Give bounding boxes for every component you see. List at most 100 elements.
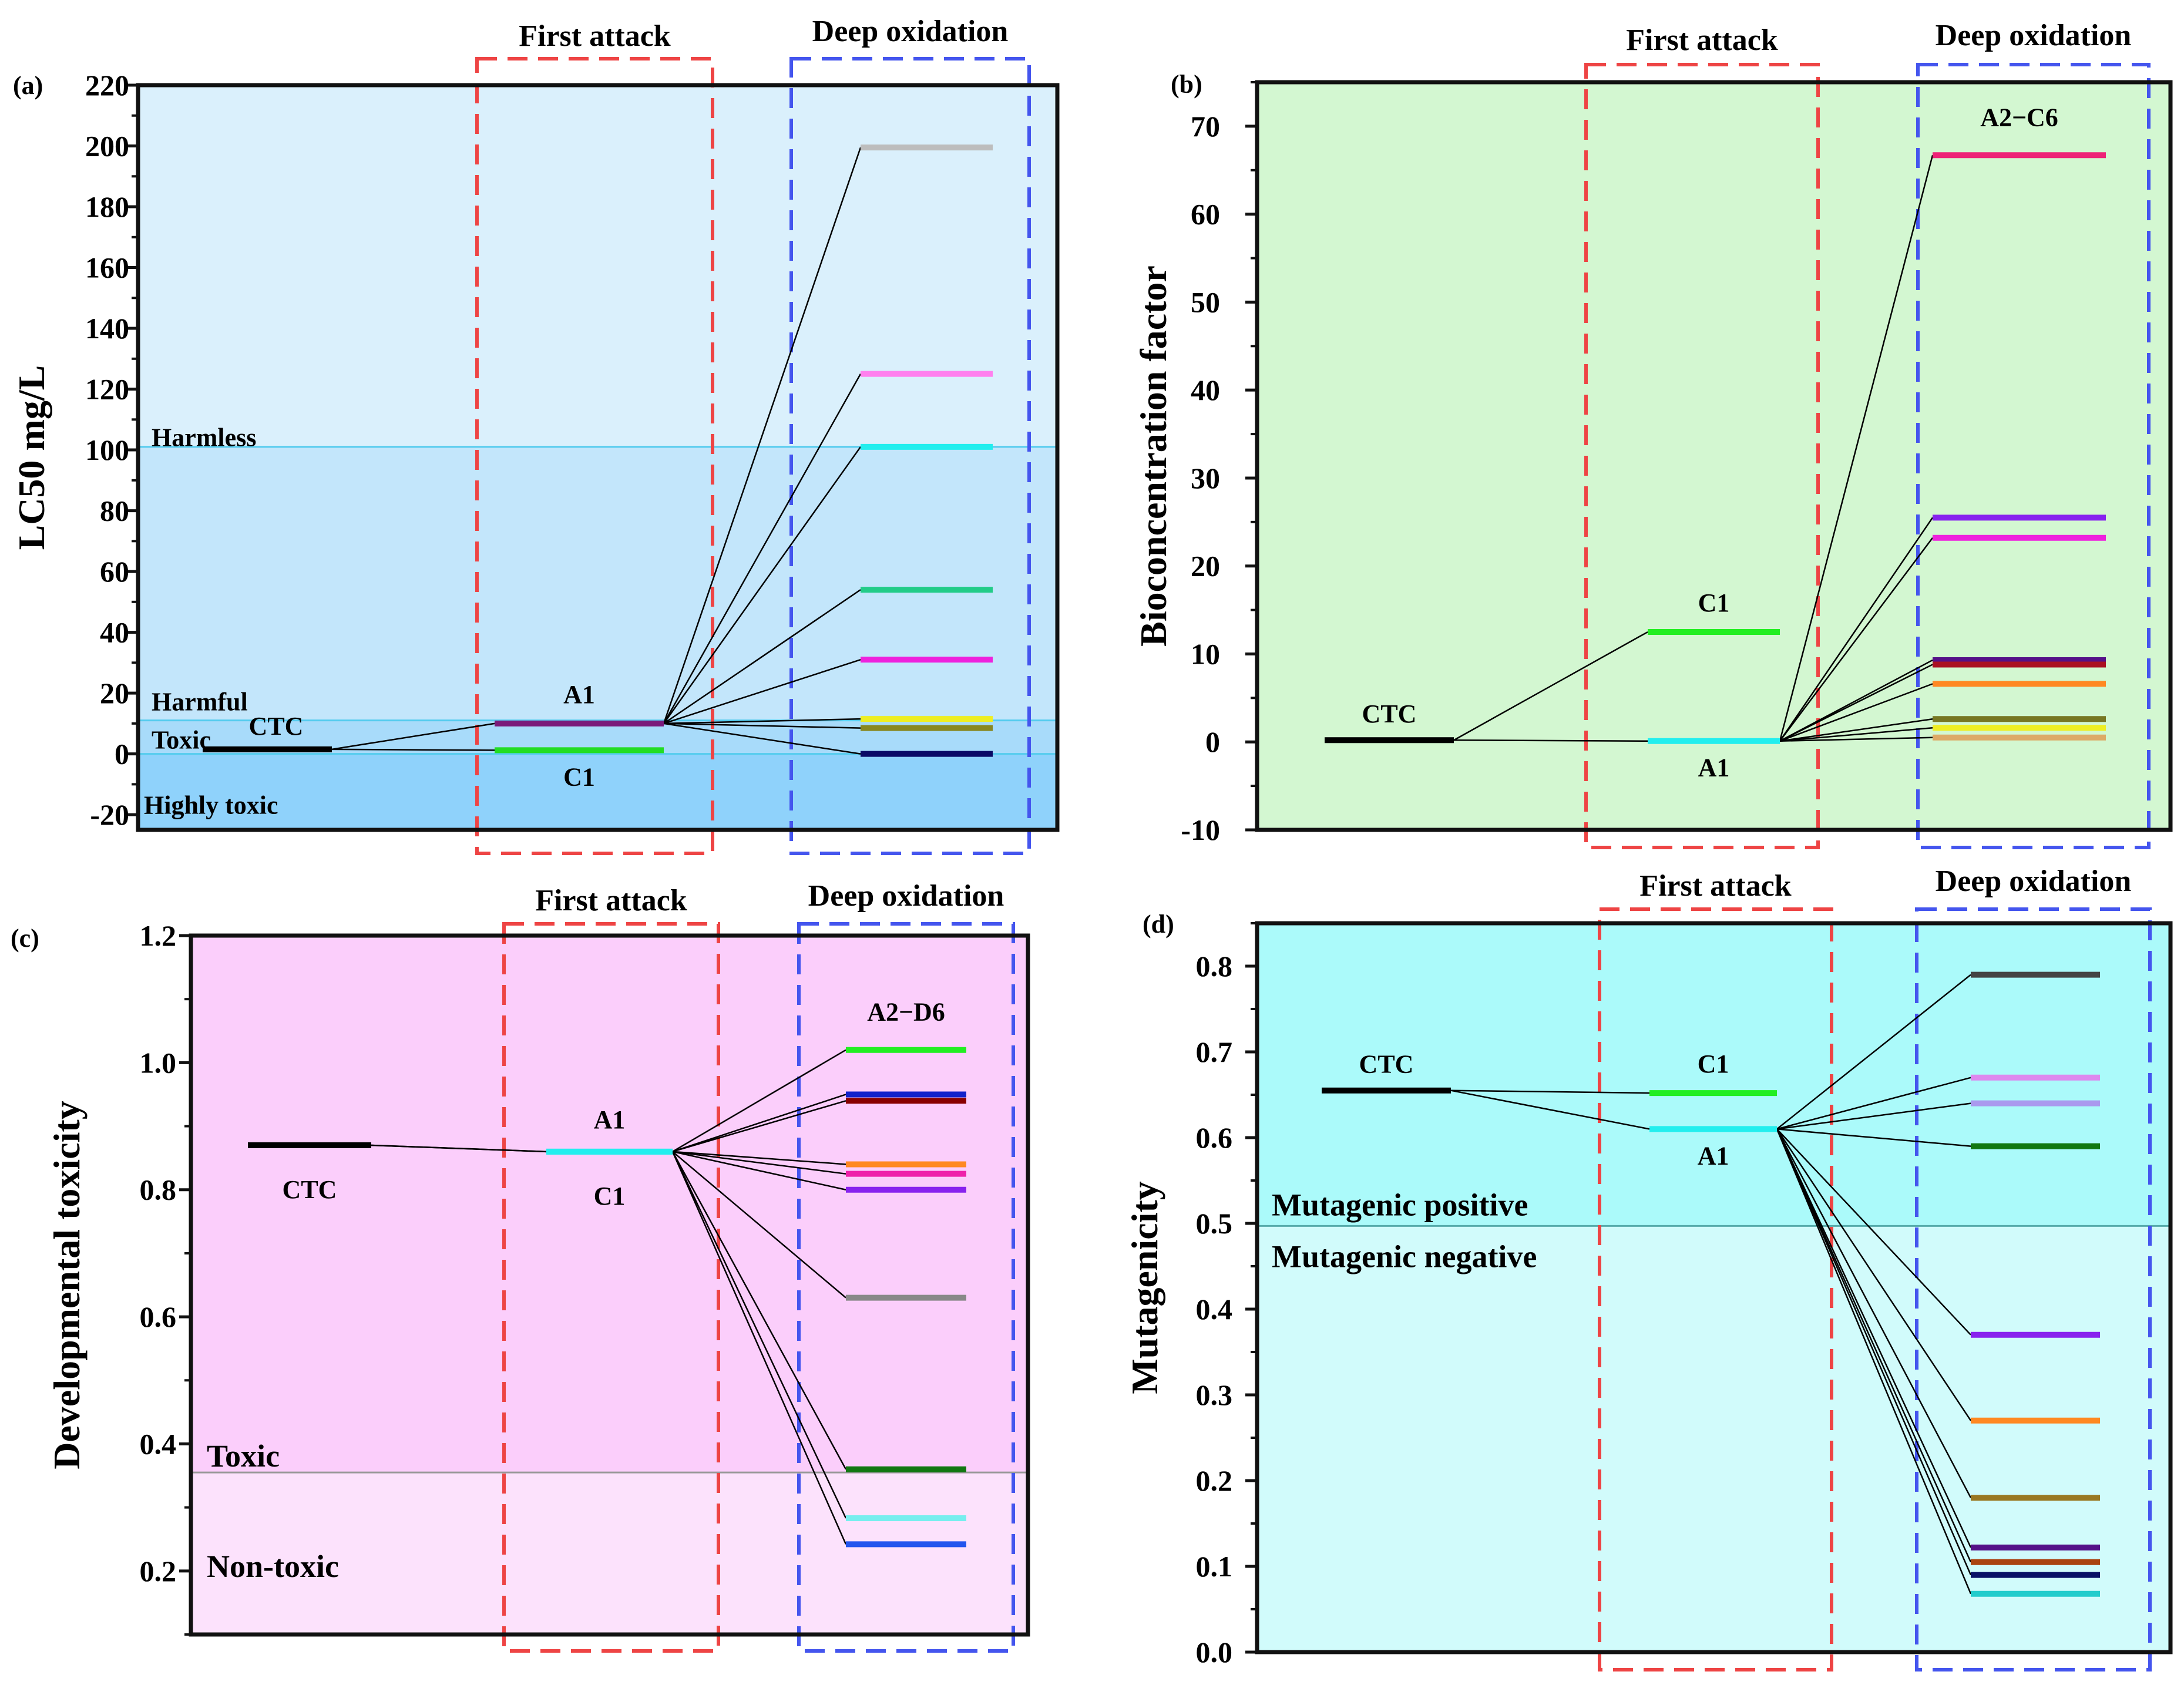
y-tick-label: 0.1: [1196, 1550, 1233, 1583]
y-tick-label: 20: [1191, 550, 1220, 583]
plot-frame: [1255, 921, 2173, 1654]
connector-line: [671, 1151, 847, 1470]
connector-line: [672, 1151, 846, 1190]
region-label: Harmless: [152, 423, 256, 452]
connector-line: [672, 1151, 846, 1165]
y-tick-label: 50: [1191, 285, 1220, 318]
connector-line: [371, 1144, 547, 1153]
region-label: Harmful: [152, 688, 248, 717]
region-label: Toxic: [152, 725, 211, 754]
label-first-attack: A1: [1698, 754, 1730, 782]
y-tick-label: 70: [1191, 110, 1220, 143]
panel-c: First attack Deep oxidation CTC A1 C1 A2−D6 No…: [11, 879, 1030, 1653]
connector-line: [672, 1100, 846, 1153]
connector-line: [672, 1049, 846, 1152]
column-title-first-attack: First attack: [519, 19, 671, 53]
label-parent: CTC: [1362, 699, 1417, 728]
connector-line: [1779, 727, 1933, 742]
y-axis-title: Bioconcentration factor: [1133, 265, 1174, 647]
y-tick-label: 160: [85, 251, 129, 284]
y-tick-label: 0: [115, 738, 129, 771]
connector-line: [1779, 736, 1933, 742]
y-tick-label: 30: [1191, 462, 1220, 495]
connector-line: [1776, 974, 1971, 1130]
connector-line: [1776, 1128, 1971, 1147]
y-tick-label: 60: [1191, 198, 1220, 231]
connector-line: [1776, 1128, 1971, 1336]
connector-line: [663, 658, 861, 725]
deep-oxidation-box: [797, 922, 1015, 1653]
y-tick-label: 40: [100, 616, 129, 649]
first-attack-box: [1598, 907, 1833, 1671]
first-attack-box: [475, 57, 714, 855]
label-parent: CTC: [283, 1175, 337, 1204]
deep-oxidation-box: [789, 57, 1031, 855]
panel-d: First attack Deep oxidation CTC C1 A1 Mutagen…: [1124, 865, 2173, 1671]
label-first-attack: A1: [1698, 1141, 1729, 1170]
label-first-attack: A1: [594, 1105, 626, 1134]
label-first-attack: A1: [563, 680, 595, 709]
first-attack-box: [1584, 63, 1820, 849]
region-band: [138, 754, 1057, 830]
y-tick-label: 0.6: [140, 1300, 177, 1333]
connector-line: [1779, 718, 1933, 742]
first-attack-box: [502, 922, 720, 1653]
panel-letter: (c): [11, 924, 39, 953]
connector-line: [1776, 1102, 1971, 1130]
panel-letter: (b): [1171, 70, 1202, 99]
region-band: [1257, 1226, 2170, 1652]
connector-line: [663, 374, 862, 724]
region-label: Highly toxic: [144, 791, 278, 820]
y-tick-label: 1.0: [140, 1046, 177, 1079]
connector-line: [1779, 683, 1933, 742]
connector-line: [672, 1151, 846, 1299]
label-parent: CTC: [1359, 1050, 1414, 1079]
connector-line: [671, 1151, 847, 1519]
y-tick-label: 140: [85, 312, 129, 345]
y-tick-label: -10: [1181, 813, 1220, 846]
connector-line: [1779, 664, 1933, 742]
connector-line: [1779, 154, 1934, 742]
y-tick-label: 20: [100, 677, 129, 709]
connector-line: [663, 147, 862, 724]
connector-line: [1453, 631, 1648, 741]
connector-line: [1779, 537, 1933, 742]
connector-line: [663, 722, 861, 755]
label-deep-oxidation-group: A2−C6: [1980, 103, 2058, 132]
y-tick-label: 1.2: [140, 919, 177, 952]
connector-line: [331, 748, 495, 751]
connector-line: [663, 446, 862, 724]
connector-line: [663, 722, 861, 729]
label-first-attack: C1: [1698, 1050, 1729, 1078]
region-label: Toxic: [207, 1438, 280, 1474]
plot-frame: [1255, 80, 2173, 832]
panel-a: First attack Deep oxidation CTC A1 C1 Highly …: [11, 15, 1060, 855]
y-tick-label: 0.6: [1196, 1121, 1233, 1154]
region-band: [191, 1472, 1028, 1634]
region-label: Mutagenic negative: [1272, 1239, 1537, 1274]
connector-line: [1776, 1077, 1971, 1130]
y-tick-label: 100: [85, 433, 129, 466]
label-first-attack: C1: [563, 762, 595, 791]
deep-oxidation-box: [1915, 907, 2152, 1671]
y-tick-label: 40: [1191, 374, 1220, 406]
y-tick-label: 220: [85, 69, 129, 102]
panel-b: First attack Deep oxidation CTC C1 A1 A2−C6 -1…: [1133, 19, 2173, 849]
label-parent: CTC: [249, 712, 304, 741]
column-title-deep-oxidation: Deep oxidation: [808, 879, 1004, 913]
connector-line: [1776, 1128, 1972, 1576]
y-axis-title: Developmental toxicity: [46, 1101, 88, 1469]
y-tick-label: 0.5: [1196, 1207, 1233, 1240]
panel-letter: (a): [13, 71, 43, 100]
y-tick-label: 0.4: [140, 1427, 177, 1460]
column-title-deep-oxidation: Deep oxidation: [1936, 865, 2132, 898]
y-tick-label: -20: [90, 798, 129, 831]
y-tick-label: 0.2: [140, 1555, 177, 1588]
connector-line: [1453, 739, 1648, 742]
connector-line: [1450, 1089, 1650, 1130]
y-tick-label: 0: [1205, 725, 1220, 758]
y-tick-label: 120: [85, 373, 129, 406]
y-tick-label: 200: [85, 130, 129, 163]
y-tick-label: 0.8: [140, 1173, 177, 1206]
